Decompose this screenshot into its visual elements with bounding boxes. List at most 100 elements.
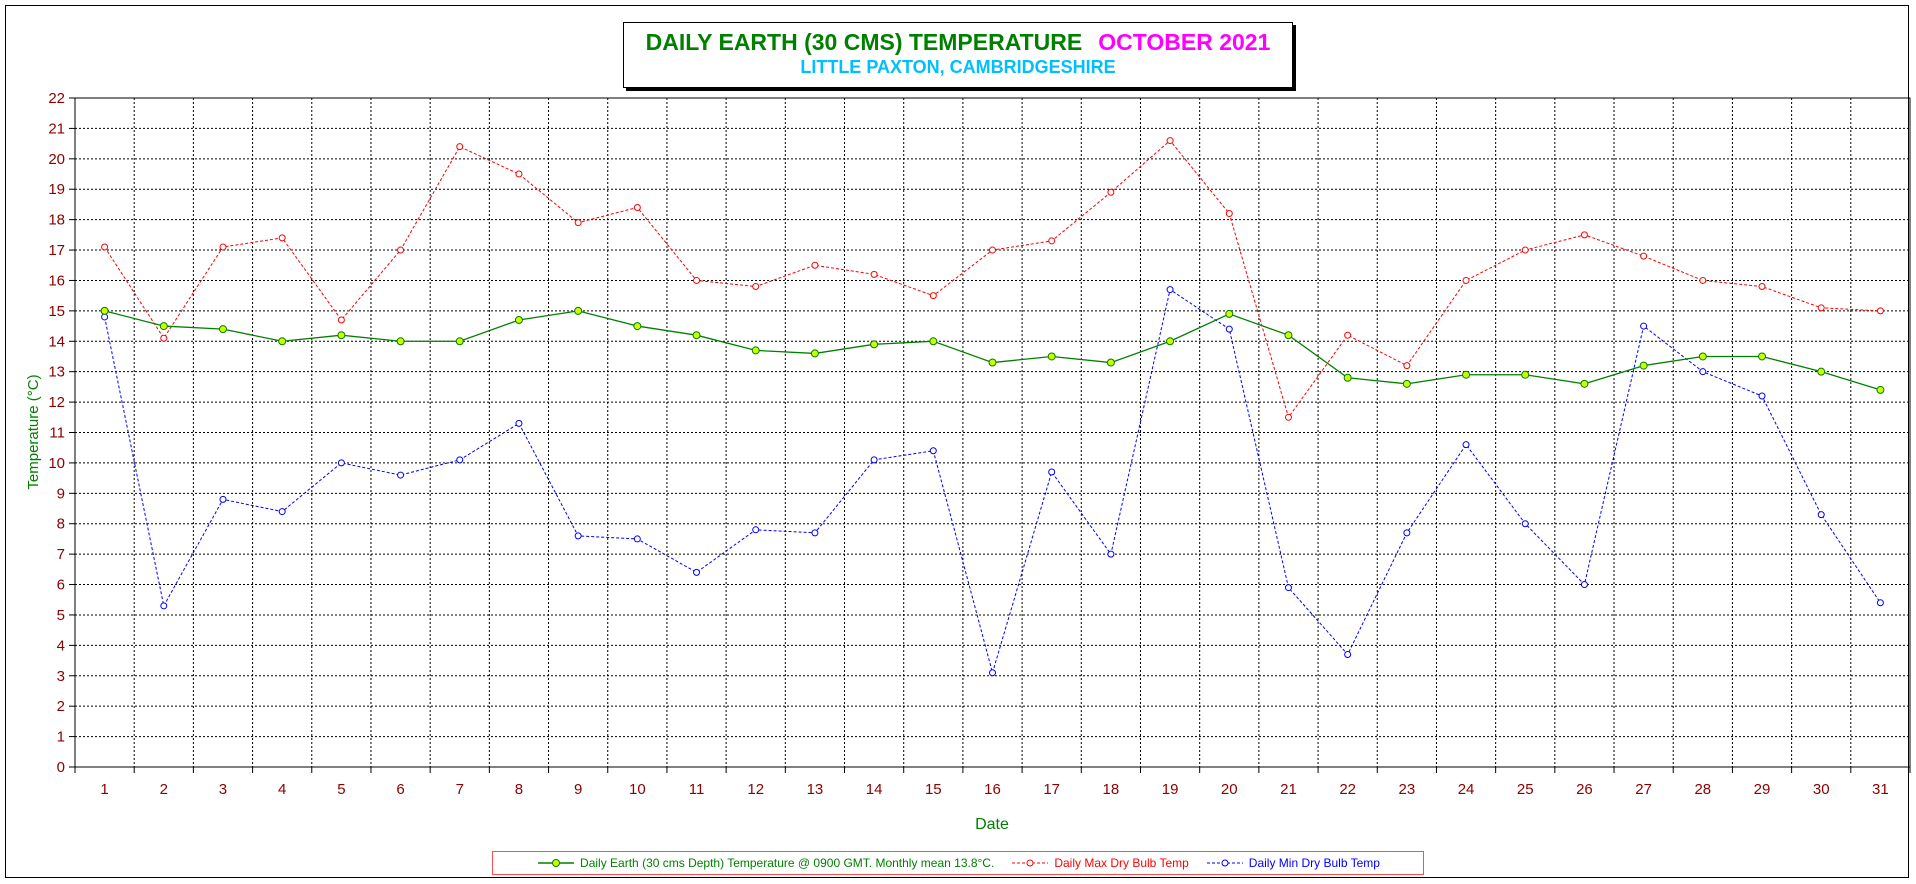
data-point-s0-30	[1817, 367, 1826, 376]
data-point-s0-2	[159, 322, 168, 331]
data-point-s0-1	[100, 306, 109, 315]
x-tick-label: 25	[1517, 781, 1534, 798]
data-point-s2-27	[1640, 322, 1648, 330]
data-point-s1-14	[870, 270, 878, 278]
y-tick-label: 20	[48, 151, 65, 168]
y-tick-label: 22	[48, 90, 65, 107]
data-point-s1-31	[1876, 307, 1884, 315]
legend-label-max: Daily Max Dry Bulb Temp	[1054, 856, 1189, 870]
data-point-s2-14	[870, 456, 878, 464]
data-point-s2-9	[574, 532, 582, 540]
data-point-s1-13	[811, 261, 819, 269]
data-point-s2-5	[337, 459, 345, 467]
data-point-s0-6	[396, 337, 405, 346]
x-tick-label: 19	[1162, 781, 1179, 798]
data-point-s0-12	[751, 346, 760, 355]
x-tick-label: 17	[1043, 781, 1060, 798]
legend-swatch-min	[1206, 859, 1243, 867]
data-point-s0-21	[1284, 331, 1293, 340]
x-tick-label: 1	[100, 781, 108, 798]
data-point-s1-23	[1403, 362, 1411, 370]
data-point-s1-21	[1284, 413, 1292, 421]
x-tick-label: 16	[984, 781, 1001, 798]
data-point-s1-18	[1107, 188, 1115, 196]
title-main: DAILY EARTH (30 CMS) TEMPERATURE	[645, 29, 1083, 55]
data-point-s0-18	[1106, 358, 1115, 367]
data-point-s1-1	[101, 243, 109, 251]
y-tick-label: 10	[48, 455, 65, 472]
y-tick-label: 2	[57, 698, 65, 715]
data-point-s2-25	[1521, 520, 1529, 528]
data-point-s2-10	[633, 535, 641, 543]
data-point-s0-11	[692, 331, 701, 340]
data-point-s0-24	[1462, 370, 1471, 379]
legend-swatch-earth	[538, 859, 575, 867]
data-point-s2-2	[160, 602, 168, 610]
data-point-s2-6	[397, 471, 405, 479]
data-point-s0-8	[514, 315, 523, 324]
data-point-s2-7	[456, 456, 464, 464]
data-point-s1-27	[1640, 252, 1648, 260]
data-point-s1-7	[456, 143, 464, 151]
x-tick-label: 26	[1576, 781, 1593, 798]
x-tick-label: 7	[456, 781, 464, 798]
data-point-s1-29	[1758, 283, 1766, 291]
data-point-s2-29	[1758, 392, 1766, 400]
x-tick-label: 12	[747, 781, 764, 798]
data-point-s0-27	[1639, 361, 1648, 370]
data-point-s0-5	[337, 331, 346, 340]
data-point-s2-3	[219, 495, 227, 503]
data-point-s1-17	[1048, 237, 1056, 245]
y-tick-label: 3	[57, 668, 65, 685]
data-point-s2-20	[1225, 325, 1233, 333]
data-point-s1-10	[633, 203, 641, 211]
data-point-s1-9	[574, 219, 582, 227]
x-tick-label: 15	[925, 781, 942, 798]
grid	[69, 97, 1911, 773]
data-point-s0-22	[1343, 373, 1352, 382]
data-point-s0-20	[1225, 309, 1234, 318]
legend: Daily Earth (30 cms Depth) Temperature @…	[492, 851, 1424, 875]
data-point-s2-8	[515, 419, 523, 427]
y-tick-label: 5	[57, 607, 65, 624]
x-tick-label: 22	[1339, 781, 1356, 798]
y-tick-label: 14	[48, 333, 65, 350]
x-tick-label: 29	[1754, 781, 1771, 798]
legend-item-min: Daily Min Dry Bulb Temp	[1205, 856, 1380, 870]
y-tick-label: 13	[48, 364, 65, 381]
data-point-s1-8	[515, 170, 523, 178]
data-point-s1-22	[1344, 331, 1352, 339]
data-point-s0-15	[929, 337, 938, 346]
y-tick-label: 7	[57, 546, 65, 563]
x-tick-label: 18	[1103, 781, 1120, 798]
data-point-s2-18	[1107, 550, 1115, 558]
data-point-s1-19	[1166, 137, 1174, 145]
x-tick-label: 24	[1458, 781, 1475, 798]
data-point-s0-19	[1166, 337, 1175, 346]
y-tick-label: 15	[48, 303, 65, 320]
chart-title: DAILY EARTH (30 CMS) TEMPERATURE OCTOBER …	[624, 29, 1292, 56]
x-tick-label: 6	[396, 781, 404, 798]
y-tick-label: 9	[57, 485, 65, 502]
data-point-s2-4	[278, 508, 286, 516]
y-tick-label: 6	[57, 577, 65, 594]
y-tick-label: 8	[57, 516, 65, 533]
x-tick-label: 20	[1221, 781, 1238, 798]
data-point-s0-29	[1758, 352, 1767, 361]
data-point-s0-13	[810, 349, 819, 358]
y-tick-label: 18	[48, 212, 65, 229]
x-tick-label: 28	[1694, 781, 1711, 798]
data-point-s2-19	[1166, 286, 1174, 294]
y-tick-label: 12	[48, 394, 65, 411]
legend-swatch-max	[1012, 859, 1049, 867]
data-point-s1-26	[1580, 231, 1588, 239]
legend-label-earth: Daily Earth (30 cms Depth) Temperature @…	[580, 856, 995, 870]
data-point-s1-20	[1225, 210, 1233, 218]
data-point-s1-11	[693, 276, 701, 284]
x-axis-label: Date	[975, 816, 1009, 833]
data-point-s0-25	[1521, 370, 1530, 379]
x-tick-label: 4	[278, 781, 286, 798]
data-point-s0-4	[278, 337, 287, 346]
data-point-s0-26	[1580, 379, 1589, 388]
